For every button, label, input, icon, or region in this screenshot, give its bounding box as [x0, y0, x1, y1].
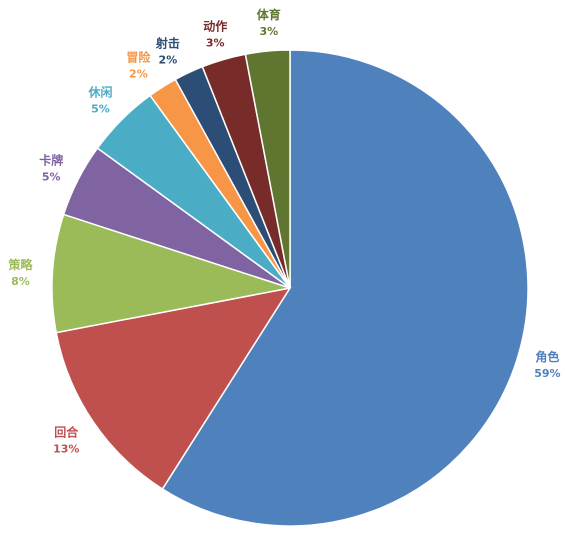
pie-label-value-3: 5%: [42, 170, 61, 183]
pie-label-value-5: 2%: [129, 68, 148, 81]
pie-label-value-1: 13%: [53, 443, 79, 456]
pie-label-value-6: 2%: [159, 54, 178, 67]
pie-label-name-0: 角色: [535, 349, 559, 364]
pie-slice-8: [244, 49, 291, 289]
pie-label-value-0: 59%: [534, 367, 560, 380]
pie-label-value-4: 5%: [91, 103, 110, 116]
pie-label-name-8: 体育: [257, 7, 281, 22]
pie-label-name-5: 冒险: [126, 50, 151, 65]
pie-label-name-4: 休闲: [87, 85, 112, 100]
pie-labels: 角色 59% 回合 13% 策略 8% 卡牌 5% 休闲 5% 冒险 2% 射击 2% 动作 3% 体育 3%: [8, 7, 560, 455]
pie-label-name-1: 回合: [54, 425, 79, 440]
pie-slice-1: [55, 286, 292, 490]
pie-slices: [51, 49, 529, 527]
pie-label-name-2: 策略: [8, 257, 33, 272]
pie-label-value-7: 3%: [206, 37, 225, 50]
pie-label-name-7: 动作: [203, 19, 227, 34]
pie-label-name-3: 卡牌: [39, 152, 63, 167]
pie-slice-0: [161, 49, 529, 527]
pie-label-name-6: 射击: [155, 36, 180, 51]
pie-label-value-2: 8%: [11, 275, 30, 288]
pie-label-value-8: 3%: [259, 25, 278, 38]
pie-slice-2: [51, 213, 291, 334]
